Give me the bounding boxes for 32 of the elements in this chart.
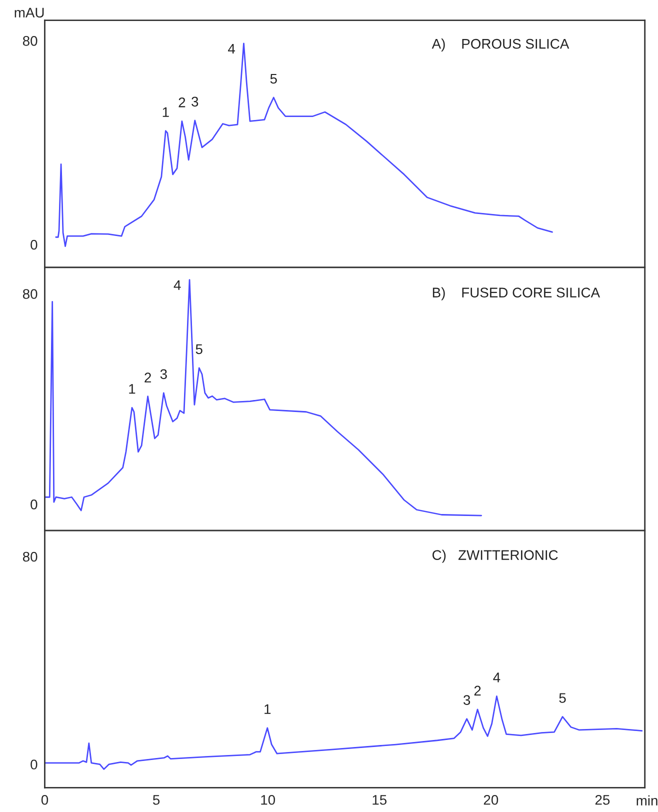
text: C) ZWITTERIONIC	[432, 550, 558, 563]
x-axis-title: min	[636, 795, 658, 806]
annotation: 1	[162, 107, 169, 117]
y-tick-label: 0	[30, 500, 38, 510]
y-axis-title: mAU	[14, 8, 44, 18]
annotation: 2	[474, 686, 481, 696]
annotation: 2	[178, 98, 186, 108]
annotation: 5	[270, 74, 277, 84]
x-tick-label: 25	[595, 794, 610, 805]
annotation: 3	[463, 695, 470, 705]
y-tick-label: 80	[22, 36, 38, 46]
y-tick-label: 0	[30, 760, 38, 770]
y-tick-label: 80	[22, 289, 38, 299]
x-tick-label: 10	[261, 794, 276, 805]
annotation: 4	[493, 672, 500, 682]
annotation: 2	[144, 372, 151, 382]
x-tick-label: 15	[372, 795, 387, 805]
x-tick-label: 0	[41, 794, 48, 805]
annotation: 3	[160, 369, 167, 380]
y-tick-label: 80	[22, 552, 38, 562]
annotation: 3	[192, 96, 198, 107]
annotation: 1	[129, 384, 136, 394]
annotation: 4	[228, 44, 235, 54]
annotation: 5	[196, 344, 202, 354]
annotation: 5	[559, 693, 566, 703]
annotation: 1	[264, 704, 271, 714]
text: A) POROUS SILICA	[432, 38, 570, 52]
text: B) FUSED CORE SILICA	[432, 287, 600, 300]
annotation: 4	[174, 280, 181, 290]
x-tick-label: 20	[484, 794, 498, 805]
x-tick-label: 5	[152, 795, 160, 805]
y-tick-label: 0	[30, 240, 38, 250]
